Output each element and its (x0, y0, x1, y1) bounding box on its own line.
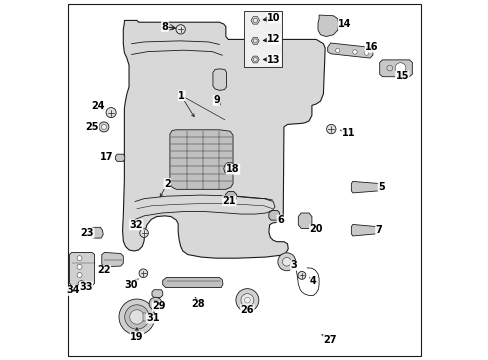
Circle shape (149, 297, 162, 310)
Text: 34: 34 (66, 285, 80, 296)
Circle shape (386, 65, 392, 71)
Polygon shape (152, 290, 163, 298)
Circle shape (139, 269, 147, 278)
Text: 7: 7 (375, 225, 382, 235)
Text: 18: 18 (226, 164, 239, 174)
Polygon shape (268, 211, 279, 220)
Text: 15: 15 (395, 71, 408, 81)
Polygon shape (169, 130, 233, 189)
Text: 28: 28 (191, 299, 204, 309)
Circle shape (253, 18, 257, 23)
Polygon shape (327, 43, 372, 58)
Text: 25: 25 (85, 122, 99, 132)
Text: 19: 19 (130, 332, 143, 342)
Polygon shape (250, 17, 259, 24)
Text: 26: 26 (240, 305, 254, 315)
Text: 14: 14 (338, 19, 351, 29)
Polygon shape (251, 56, 259, 63)
Polygon shape (251, 37, 259, 44)
Polygon shape (317, 15, 338, 37)
Polygon shape (225, 192, 236, 202)
Circle shape (253, 39, 257, 43)
Circle shape (101, 125, 106, 130)
Bar (244, 12, 282, 67)
Polygon shape (163, 278, 223, 288)
Polygon shape (351, 181, 380, 193)
Circle shape (77, 273, 82, 278)
Polygon shape (212, 69, 226, 90)
Text: 4: 4 (309, 276, 316, 286)
Text: 11: 11 (341, 129, 354, 138)
Text: 21: 21 (222, 196, 236, 206)
Circle shape (235, 289, 258, 312)
Circle shape (394, 63, 405, 73)
Circle shape (77, 264, 82, 269)
Text: 10: 10 (266, 13, 280, 23)
Text: 1: 1 (178, 91, 185, 101)
Text: 24: 24 (91, 102, 105, 112)
Circle shape (364, 51, 368, 55)
Bar (143, 314, 149, 320)
Text: 29: 29 (152, 301, 165, 311)
Polygon shape (122, 21, 325, 258)
Circle shape (244, 297, 250, 303)
Circle shape (176, 25, 185, 34)
Circle shape (352, 50, 356, 54)
Circle shape (106, 108, 116, 118)
Circle shape (140, 229, 148, 237)
Text: 8: 8 (161, 22, 168, 32)
Text: 9: 9 (213, 95, 220, 105)
Circle shape (124, 305, 149, 329)
Polygon shape (298, 213, 311, 228)
Circle shape (326, 125, 335, 134)
Circle shape (129, 310, 144, 324)
Text: 3: 3 (290, 260, 297, 270)
Circle shape (253, 58, 257, 62)
Circle shape (297, 271, 305, 279)
Polygon shape (379, 60, 411, 77)
Circle shape (282, 257, 290, 266)
Circle shape (335, 48, 339, 53)
Text: 30: 30 (124, 280, 138, 290)
Text: 16: 16 (365, 42, 378, 52)
Text: 31: 31 (146, 313, 160, 323)
Text: 33: 33 (79, 282, 93, 292)
Text: 5: 5 (377, 182, 384, 192)
Polygon shape (351, 225, 377, 236)
Text: 17: 17 (100, 152, 113, 162)
Text: 13: 13 (266, 54, 280, 64)
Circle shape (152, 301, 159, 307)
Polygon shape (223, 163, 235, 174)
Circle shape (77, 256, 82, 261)
Polygon shape (69, 252, 94, 286)
Text: 23: 23 (81, 228, 94, 238)
Polygon shape (102, 252, 123, 267)
Text: 27: 27 (323, 334, 336, 345)
Text: 22: 22 (97, 265, 110, 275)
Circle shape (241, 294, 253, 307)
Polygon shape (115, 154, 124, 161)
Circle shape (277, 253, 295, 271)
Text: 2: 2 (163, 179, 170, 189)
Circle shape (119, 299, 155, 335)
Circle shape (99, 122, 109, 132)
Circle shape (78, 281, 84, 287)
Text: 6: 6 (276, 215, 283, 225)
Text: 20: 20 (309, 225, 322, 234)
Text: 32: 32 (129, 220, 142, 230)
Text: 12: 12 (266, 35, 280, 44)
Polygon shape (91, 227, 103, 238)
